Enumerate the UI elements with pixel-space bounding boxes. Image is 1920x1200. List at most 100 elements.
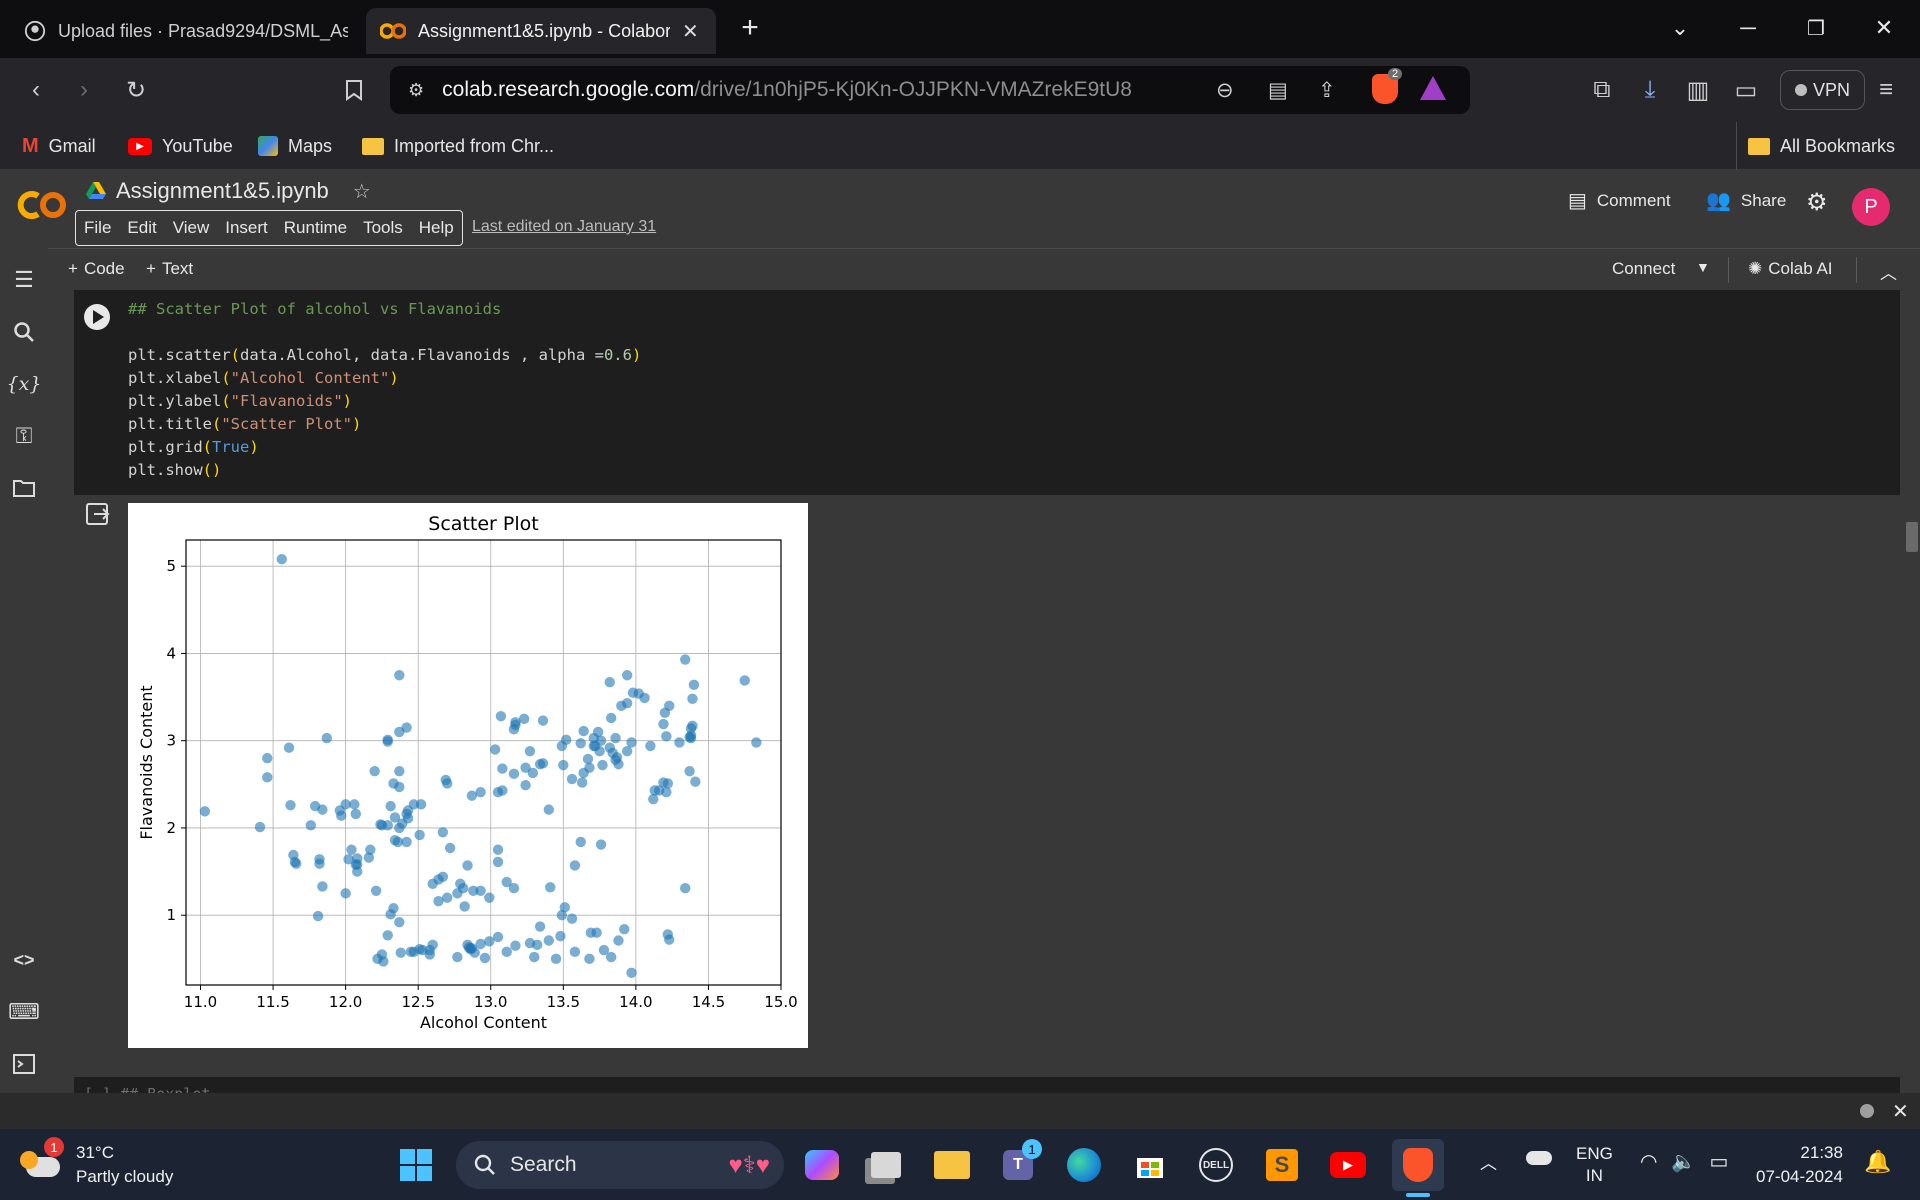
minimize-button[interactable]: ─: [1740, 15, 1756, 40]
onedrive-cloud-icon[interactable]: [1526, 1151, 1552, 1165]
connect-dropdown-icon[interactable]: ▼: [1696, 259, 1710, 275]
last-edited-link[interactable]: Last edited on January 31: [472, 218, 657, 235]
command-palette-icon[interactable]: ⌨: [8, 999, 40, 1024]
copilot-icon[interactable]: [800, 1143, 844, 1187]
menu-help[interactable]: Help: [418, 218, 454, 237]
forward-button[interactable]: ›: [80, 76, 88, 103]
back-button[interactable]: ‹: [32, 76, 40, 103]
scatter-point: [559, 902, 570, 913]
menu-edit[interactable]: Edit: [127, 218, 157, 237]
search-icon[interactable]: [8, 316, 40, 348]
tab-search-chevron-icon[interactable]: ⌄: [1670, 15, 1690, 40]
terminal-icon[interactable]: [8, 1048, 40, 1080]
collapse-header-icon[interactable]: ︿: [1880, 264, 1897, 283]
edge-browser-icon[interactable]: [1062, 1143, 1106, 1187]
comment-label: Comment: [1596, 190, 1671, 210]
taskbar-search[interactable]: Search ♥⚕♥: [456, 1141, 784, 1189]
windows-start-icon[interactable]: [394, 1143, 438, 1187]
scatter-point: [604, 677, 615, 688]
tab-colab[interactable]: Assignment1&5.ipynb - Colabor ✕: [366, 8, 716, 54]
tab-upload-files[interactable]: Upload files · Prasad9294/DSML_Assi: [10, 8, 362, 54]
variables-icon[interactable]: {x}: [6, 373, 42, 395]
connect-button[interactable]: Connect: [1612, 259, 1675, 279]
scatter-point: [575, 836, 586, 848]
bookmark-gmail[interactable]: M Gmail: [22, 130, 96, 162]
close-window-button[interactable]: ✕: [1874, 15, 1894, 40]
brave-browser-icon[interactable]: [1392, 1139, 1444, 1197]
file-explorer-icon[interactable]: [930, 1143, 974, 1187]
menu-file[interactable]: File: [84, 218, 112, 237]
bookmark-youtube[interactable]: ▶ YouTube: [128, 130, 233, 162]
bookmark-maps[interactable]: Maps: [258, 130, 332, 162]
notification-bell-icon[interactable]: 🔔: [1864, 1149, 1892, 1174]
scatter-point: [317, 804, 328, 815]
secrets-key-icon[interactable]: ⚿: [15, 423, 33, 448]
language-indicator[interactable]: ENG IN: [1576, 1143, 1613, 1187]
code-cell[interactable]: ## Scatter Plot of alcohol vs Flavanoids…: [74, 290, 1900, 495]
bookmark-imported[interactable]: Imported from Chr...: [362, 130, 554, 162]
restore-button[interactable]: ❐: [1807, 17, 1825, 40]
clock[interactable]: 21:38 07-04-2024: [1756, 1141, 1843, 1189]
add-code-button[interactable]: + Code: [68, 259, 125, 279]
close-status-icon[interactable]: ✕: [1892, 1101, 1909, 1123]
microsoft-store-icon[interactable]: [1128, 1143, 1172, 1187]
code-snippets-icon[interactable]: <>: [13, 949, 35, 970]
brave-rewards-icon[interactable]: [1420, 76, 1446, 100]
menu-runtime[interactable]: Runtime: [283, 218, 348, 237]
brave-shields-badge: 2: [1388, 68, 1403, 80]
scatter-point: [479, 952, 491, 964]
scatter-point: [664, 700, 675, 711]
teams-icon[interactable]: T 1: [996, 1139, 1042, 1187]
comment-button[interactable]: ▤ Comment: [1568, 188, 1671, 213]
colab-ai-button[interactable]: ✺ Colab AI: [1748, 259, 1833, 279]
code-editor[interactable]: ## Scatter Plot of alcohol vs Flavanoids…: [128, 298, 641, 482]
share-button[interactable]: 👥 Share: [1706, 188, 1786, 213]
search-label: Search: [510, 1153, 577, 1176]
reload-button[interactable]: ↻: [125, 76, 147, 104]
scatter-point: [508, 882, 520, 894]
scrollbar-thumb[interactable]: [1906, 522, 1918, 552]
show-hidden-icons[interactable]: ︿: [1480, 1154, 1497, 1173]
reader-mode-icon[interactable]: ▤: [1268, 78, 1288, 102]
close-tab-icon[interactable]: ✕: [682, 20, 699, 43]
table-of-contents-icon[interactable]: ☰: [14, 267, 34, 292]
sublime-text-icon[interactable]: S: [1260, 1143, 1304, 1187]
avatar[interactable]: P: [1852, 188, 1890, 226]
tab-title: Upload files · Prasad9294/DSML_Assi: [58, 20, 348, 41]
vpn-button[interactable]: VPN: [1780, 70, 1866, 110]
address-bar[interactable]: ⚙ colab.research.google.com/drive/1n0hjP…: [390, 66, 1470, 114]
new-tab-button[interactable]: +: [741, 11, 759, 44]
menu-tools[interactable]: Tools: [363, 218, 403, 237]
add-text-button[interactable]: + Text: [146, 259, 193, 279]
browser-menu-icon[interactable]: ≡: [1878, 76, 1893, 103]
extensions-icon[interactable]: ⧉: [1593, 76, 1611, 103]
bookmark-page-icon[interactable]: [334, 70, 374, 110]
menu-insert[interactable]: Insert: [225, 218, 268, 237]
downloads-icon[interactable]: ⤓: [1644, 76, 1656, 103]
sidebar-toggle-icon[interactable]: ▥: [1686, 76, 1710, 104]
settings-gear-icon[interactable]: ⚙: [1806, 189, 1828, 216]
zoom-icon[interactable]: ⊖: [1216, 78, 1234, 102]
files-folder-icon[interactable]: [8, 472, 40, 504]
output-actions-icon[interactable]: [84, 500, 112, 528]
all-bookmarks-label: All Bookmarks: [1780, 135, 1896, 156]
quick-settings[interactable]: ◠ 🔈 ▭: [1640, 1149, 1728, 1174]
next-code-cell[interactable]: [ ] ## Boxplot: [74, 1077, 1900, 1094]
dell-icon[interactable]: D​ELL: [1194, 1143, 1238, 1187]
all-bookmarks[interactable]: All Bookmarks: [1748, 130, 1895, 162]
star-icon[interactable]: ☆: [352, 180, 371, 203]
connect-label: Connect: [1612, 259, 1676, 278]
add-code-label: Code: [83, 259, 125, 278]
wallet-icon[interactable]: ▭: [1734, 76, 1758, 104]
notebook-title[interactable]: Assignment1&5.ipynb: [116, 178, 329, 203]
scatter-point: [305, 820, 317, 831]
task-view-icon[interactable]: [864, 1143, 908, 1187]
scatter-point: [475, 885, 486, 896]
site-settings-icon[interactable]: ⚙: [408, 79, 425, 100]
youtube-app-icon[interactable]: ▶: [1326, 1143, 1370, 1187]
run-cell-button[interactable]: [84, 304, 110, 330]
weather-widget[interactable]: 1 31°C Partly cloudy: [20, 1137, 220, 1193]
menu-view[interactable]: View: [172, 218, 210, 237]
share-icon[interactable]: ⇪: [1318, 78, 1336, 102]
colab-logo-icon[interactable]: [16, 190, 68, 220]
